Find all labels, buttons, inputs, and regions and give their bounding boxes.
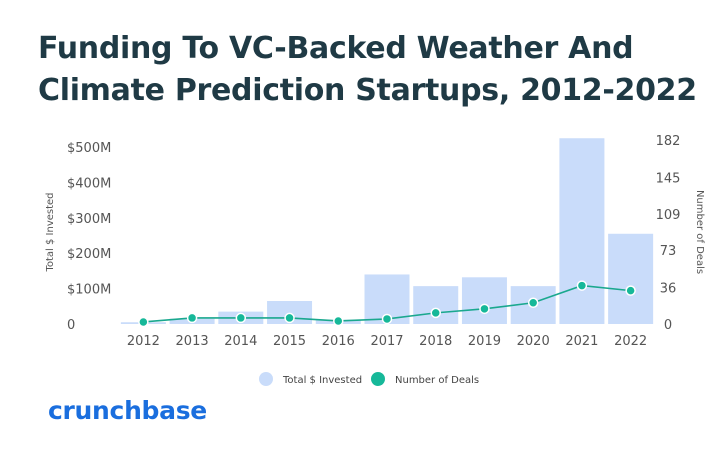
right-tick-label: 36 [660, 282, 677, 297]
left-tick-label: 0 [67, 318, 75, 333]
x-axis-ticks: 2012 2013 2014 2015 2016 2017 2018 2019 2020 2021… [127, 334, 647, 349]
deals-point-2014 [235, 312, 247, 324]
bar-2019 [461, 277, 507, 324]
x-tick-label: 2018 [419, 334, 452, 349]
crunchbase-logo: crunchbase [48, 396, 207, 425]
x-tick-label: 2012 [127, 334, 160, 349]
right-axis-ticks: 0 36 73 109 145 182 [656, 134, 681, 333]
x-tick-label: 2014 [224, 334, 257, 349]
left-tick-label: $300M [67, 212, 111, 227]
left-tick-label: $200M [67, 247, 111, 262]
x-tick-label: 2013 [176, 334, 209, 349]
left-tick-label: $100M [67, 283, 111, 298]
right-tick-label: 182 [656, 134, 681, 149]
legend-label-line: Number of Deals [395, 375, 479, 386]
x-tick-label: 2015 [273, 334, 306, 349]
bar-series [120, 138, 654, 324]
deals-point-2012 [138, 316, 149, 328]
left-tick-label: $400M [67, 176, 111, 191]
left-tick-label: $500M [67, 141, 111, 156]
right-axis-title: Number of Deals [694, 190, 705, 274]
legend: Total $ Invested Number of Deals [259, 372, 479, 386]
deals-point-2013 [186, 312, 198, 324]
deals-point-2016 [333, 315, 344, 327]
deals-point-2015 [284, 312, 295, 324]
line-series [138, 280, 636, 328]
right-tick-label: 73 [660, 244, 677, 259]
chart-title-line-2: Climate Prediction Startups, 2012-2022 [38, 73, 697, 108]
x-tick-label: 2020 [517, 334, 550, 349]
bar-2018 [413, 286, 459, 324]
chart-title: Funding To VC-Backed Weather And Climate… [38, 28, 718, 112]
right-tick-label: 109 [656, 208, 681, 223]
chart-title-line-1: Funding To VC-Backed Weather And [38, 31, 634, 66]
deals-point-2022 [625, 285, 636, 296]
x-tick-label: 2022 [614, 334, 647, 349]
deals-point-2017 [381, 313, 393, 325]
right-tick-label: 145 [656, 171, 681, 186]
left-axis-title: Total $ Invested [45, 192, 56, 272]
deals-point-2019 [479, 303, 490, 315]
bar-2021 [559, 138, 605, 324]
right-tick-label: 0 [664, 318, 672, 333]
deals-point-2020 [527, 297, 539, 309]
legend-swatch-bar [259, 372, 273, 386]
x-tick-label: 2016 [322, 334, 355, 349]
deals-point-2021 [576, 280, 588, 291]
legend-swatch-line [371, 372, 385, 386]
left-axis-ticks: 0 $100M $200M $300M $400M $500M [67, 141, 111, 333]
x-tick-label: 2021 [565, 334, 598, 349]
deals-point-2018 [430, 307, 441, 319]
x-tick-label: 2017 [370, 334, 403, 349]
legend-label-bar: Total $ Invested [282, 375, 362, 386]
bar-2022 [608, 233, 654, 324]
x-tick-label: 2019 [468, 334, 501, 349]
